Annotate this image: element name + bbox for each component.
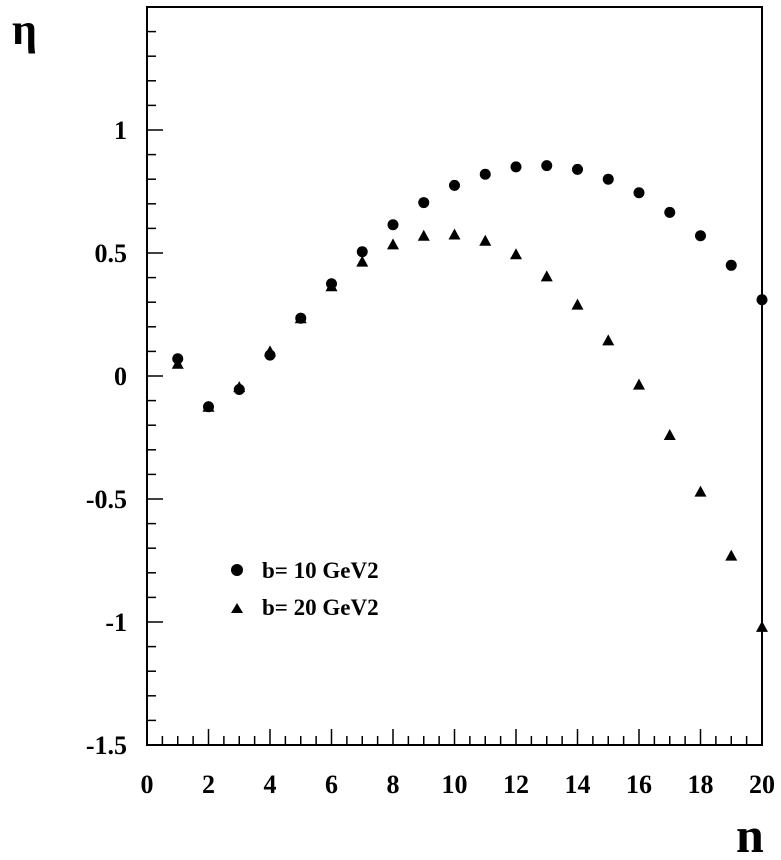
point-series-2 [448, 228, 461, 240]
legend: b= 10 GeV2 b= 20 GeV2 [231, 558, 379, 620]
point-series-2 [602, 334, 615, 346]
point-series-2 [725, 549, 738, 561]
y-tick-label: 0.5 [95, 239, 128, 268]
x-tick-label: 2 [202, 770, 215, 799]
point-series-1 [387, 219, 399, 231]
y-tick-label: 1 [114, 116, 127, 145]
y-tick-label: -1 [105, 608, 127, 637]
x-tick-label: 14 [565, 770, 591, 799]
point-series-1 [356, 246, 368, 258]
y-axis-title: η [12, 5, 37, 54]
point-series-2 [325, 280, 338, 292]
data-points [171, 160, 768, 632]
point-series-2 [571, 298, 584, 310]
x-tick-label: 12 [503, 770, 529, 799]
point-series-2 [387, 238, 399, 250]
point-series-2 [233, 381, 246, 393]
x-tick-label: 6 [325, 770, 338, 799]
y-tick-label: -0.5 [86, 485, 127, 514]
point-series-2 [694, 485, 707, 497]
x-tick-label: 18 [688, 770, 714, 799]
x-tick-label: 4 [264, 770, 277, 799]
x-tick-label: 0 [141, 770, 154, 799]
point-series-1 [510, 161, 522, 173]
point-series-2 [633, 378, 645, 390]
x-tick-label: 10 [442, 770, 468, 799]
x-tick-label: 16 [626, 770, 652, 799]
x-tick-label: 20 [749, 770, 775, 799]
axis-ticks [146, 6, 763, 746]
point-series-2 [540, 270, 553, 282]
point-series-2 [663, 429, 676, 441]
point-series-2 [417, 229, 430, 241]
x-axis-title: n [736, 807, 764, 860]
point-series-1 [602, 173, 614, 185]
point-series-2 [171, 357, 184, 369]
point-series-1 [449, 179, 460, 191]
point-series-1 [664, 206, 676, 218]
point-series-2 [510, 248, 522, 260]
point-series-1 [479, 168, 491, 180]
point-series-1 [541, 160, 553, 172]
point-series-2 [264, 345, 276, 357]
tick-labels: 0 2 4 6 8 10 12 14 16 18 20 -1.5 -1 -0.5 0 0.5 1 [86, 116, 775, 799]
plot-frame [146, 6, 763, 746]
point-series-2 [479, 234, 492, 246]
point-series-2 [356, 255, 369, 267]
y-tick-label: -1.5 [86, 731, 127, 760]
point-series-1 [418, 197, 430, 209]
point-series-2 [202, 400, 215, 412]
legend-label-series-1: b= 10 GeV2 [262, 558, 379, 583]
point-series-1 [695, 230, 706, 242]
legend-marker-circle [231, 564, 243, 576]
point-series-1 [572, 163, 583, 175]
x-tick-label: 8 [387, 770, 400, 799]
point-series-2 [294, 312, 307, 324]
point-series-1 [756, 294, 768, 306]
point-series-1 [725, 259, 737, 271]
legend-marker-triangle [231, 603, 243, 613]
point-series-1 [633, 187, 645, 199]
y-tick-label: 0 [114, 362, 127, 391]
point-series-2 [756, 620, 768, 632]
legend-label-series-2: b= 20 GeV2 [262, 595, 379, 620]
